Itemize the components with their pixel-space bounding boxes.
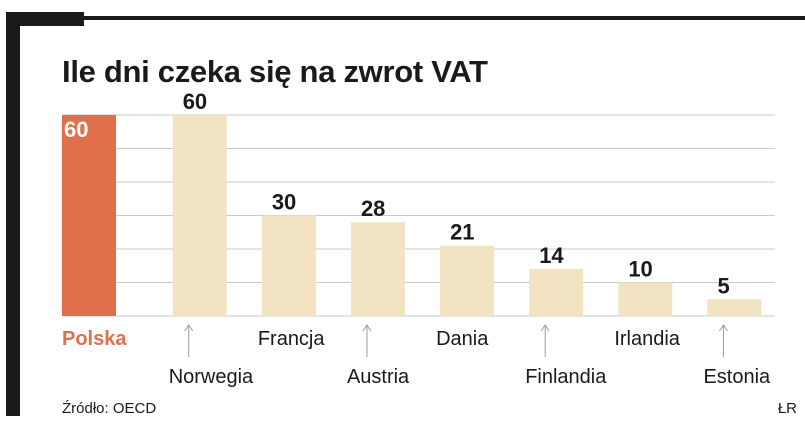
pointer-arrowhead [540, 324, 550, 332]
category-label: Francja [258, 328, 326, 350]
value-label: 5 [717, 273, 729, 298]
pointer-arrowhead [184, 324, 194, 332]
bar-francja [261, 215, 316, 316]
value-label: 14 [539, 243, 564, 268]
value-label: 60 [183, 89, 207, 114]
category-label: Finlandia [525, 366, 607, 388]
bars [62, 115, 762, 316]
bar-norwegia [172, 115, 227, 316]
frame-top-line [84, 16, 805, 20]
category-label: Estonia [703, 366, 771, 388]
frame-left-bar [6, 12, 20, 416]
value-label: 60 [64, 117, 88, 142]
bar-irlandia [618, 282, 673, 316]
category-label: Dania [436, 328, 489, 350]
bar-finlandia [529, 269, 584, 316]
value-label: 28 [361, 196, 385, 221]
category-label: Austria [347, 366, 410, 388]
labels: 60 Polska 60 Norwegia 30 Francja 28 Austria 21 Da… [62, 89, 771, 388]
value-label: 30 [272, 190, 296, 215]
source-note: Źródło: OECD [62, 400, 157, 417]
category-label: Irlandia [614, 328, 680, 350]
bar-dania [440, 245, 495, 316]
chart-title: Ile dni czeka się na zwrot VAT [62, 54, 488, 89]
pointer-arrowhead [362, 324, 372, 332]
frame-top-corner [6, 12, 84, 26]
bar-estonia [707, 299, 762, 316]
bar-austria [350, 222, 405, 316]
value-label: 10 [628, 257, 652, 282]
category-label: Norwegia [169, 366, 254, 388]
author-credit: ŁR [777, 400, 797, 417]
category-label: Polska [62, 328, 127, 350]
bar-polska [62, 115, 116, 316]
value-label: 21 [450, 220, 474, 245]
pointer-arrowhead [719, 324, 728, 332]
